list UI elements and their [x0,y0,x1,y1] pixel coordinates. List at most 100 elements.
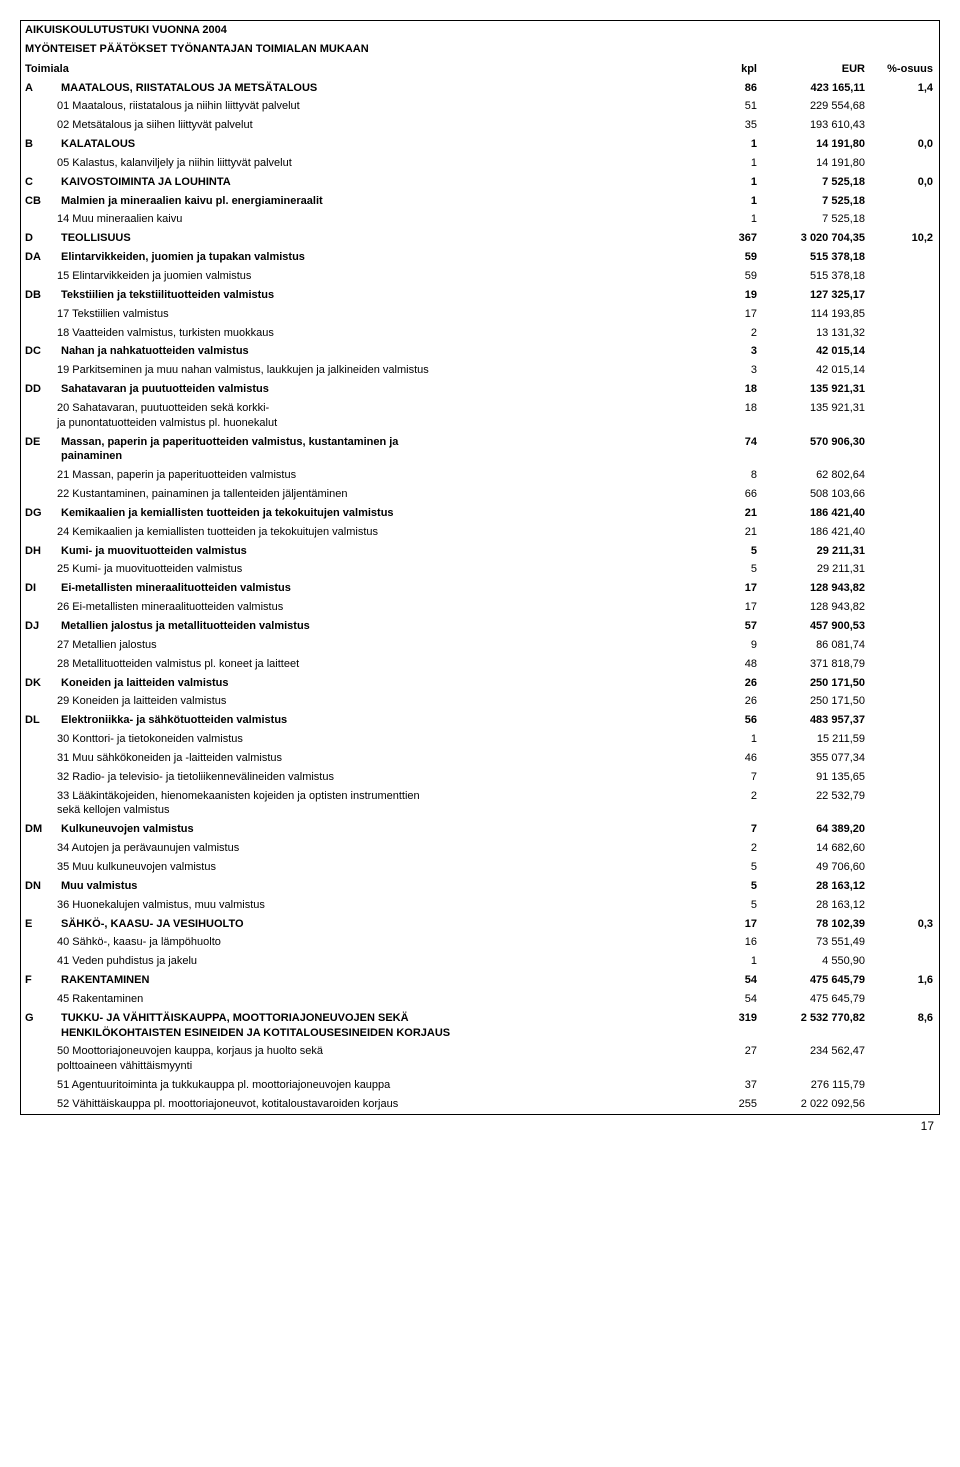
row-eur: 371 818,79 [761,655,869,674]
row-pct [869,342,940,361]
row-eur: 186 421,40 [761,523,869,542]
row-label: 24 Kemikaalien ja kemiallisten tuotteide… [57,523,705,542]
row-eur: 128 943,82 [761,598,869,617]
row-code [21,361,58,380]
row-eur: 15 211,59 [761,730,869,749]
row-eur: 127 325,17 [761,286,869,305]
industry-table: AIKUISKOULUTUSTUKI VUONNA 2004MYÖNTEISET… [20,20,940,1115]
row-pct [869,749,940,768]
row-label: 20 Sahatavaran, puutuotteiden sekä korkk… [57,399,705,433]
row-eur: 135 921,31 [761,380,869,399]
row-code [21,636,58,655]
row-code [21,990,58,1009]
row-pct: 0,0 [869,173,940,192]
row-code: DC [21,342,58,361]
row-label: Koneiden ja laitteiden valmistus [57,674,705,693]
row-label: 35 Muu kulkuneuvojen valmistus [57,858,705,877]
row-code [21,324,58,343]
row-pct [869,896,940,915]
row-pct [869,154,940,173]
row-pct [869,952,940,971]
col-header-pct: %-osuus [869,59,940,79]
row-label: Massan, paperin ja paperituotteiden valm… [57,433,705,467]
row-pct [869,248,940,267]
row-kpl: 5 [705,542,761,561]
row-eur: 128 943,82 [761,579,869,598]
row-kpl: 54 [705,990,761,1009]
row-code: E [21,915,58,934]
row-label: 05 Kalastus, kalanviljely ja niihin liit… [57,154,705,173]
col-header-kpl: kpl [705,59,761,79]
row-eur: 515 378,18 [761,267,869,286]
row-label: KAIVOSTOIMINTA JA LOUHINTA [57,173,705,192]
row-pct [869,560,940,579]
row-eur: 276 115,79 [761,1076,869,1095]
row-code: DA [21,248,58,267]
row-kpl: 27 [705,1042,761,1076]
row-label: 32 Radio- ja televisio- ja tietoliikenne… [57,768,705,787]
row-pct [869,286,940,305]
row-eur: 250 171,50 [761,674,869,693]
row-label: Kemikaalien ja kemiallisten tuotteiden j… [57,504,705,523]
row-pct [869,305,940,324]
row-pct [869,542,940,561]
row-kpl: 35 [705,116,761,135]
row-kpl: 37 [705,1076,761,1095]
row-kpl: 5 [705,858,761,877]
row-code [21,730,58,749]
row-pct [869,674,940,693]
row-kpl: 319 [705,1009,761,1043]
row-kpl: 86 [705,79,761,98]
row-label: Malmien ja mineraalien kaivu pl. energia… [57,192,705,211]
row-pct [869,1042,940,1076]
row-code [21,858,58,877]
row-kpl: 17 [705,305,761,324]
row-eur: 14 191,80 [761,135,869,154]
row-kpl: 17 [705,579,761,598]
row-pct [869,655,940,674]
table-title-2: MYÖNTEISET PÄÄTÖKSET TYÖNANTAJAN TOIMIAL… [21,40,940,59]
row-eur: 423 165,11 [761,79,869,98]
row-eur: 7 525,18 [761,192,869,211]
row-eur: 22 532,79 [761,787,869,821]
row-kpl: 5 [705,896,761,915]
row-kpl: 7 [705,820,761,839]
row-kpl: 26 [705,674,761,693]
row-code: DL [21,711,58,730]
row-kpl: 26 [705,692,761,711]
row-eur: 135 921,31 [761,399,869,433]
row-eur: 29 211,31 [761,542,869,561]
row-label: Elektroniikka- ja sähkötuotteiden valmis… [57,711,705,730]
row-code: DN [21,877,58,896]
row-label: 17 Tekstiilien valmistus [57,305,705,324]
row-code: DI [21,579,58,598]
col-header-toimiala: Toimiala [21,59,706,79]
row-label: 18 Vaatteiden valmistus, turkisten muokk… [57,324,705,343]
row-code [21,1076,58,1095]
row-label: 15 Elintarvikkeiden ja juomien valmistus [57,267,705,286]
row-eur: 28 163,12 [761,896,869,915]
row-code: DG [21,504,58,523]
row-eur: 42 015,14 [761,361,869,380]
row-code [21,749,58,768]
row-pct [869,192,940,211]
row-code: C [21,173,58,192]
row-code [21,598,58,617]
row-pct: 8,6 [869,1009,940,1043]
row-pct [869,787,940,821]
row-pct [869,210,940,229]
row-pct [869,523,940,542]
row-code [21,896,58,915]
row-pct [869,820,940,839]
row-pct [869,504,940,523]
row-pct [869,466,940,485]
row-code: F [21,971,58,990]
row-kpl: 255 [705,1095,761,1114]
row-pct [869,768,940,787]
row-kpl: 1 [705,192,761,211]
row-kpl: 21 [705,523,761,542]
row-code [21,787,58,821]
row-pct: 1,6 [869,971,940,990]
row-kpl: 59 [705,248,761,267]
row-pct [869,598,940,617]
